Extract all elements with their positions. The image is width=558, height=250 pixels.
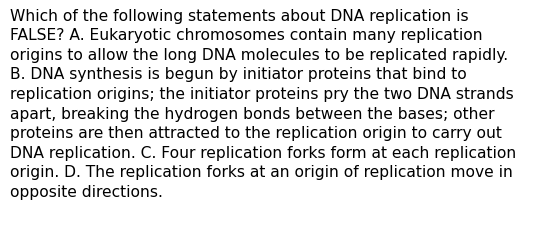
Text: Which of the following statements about DNA replication is
FALSE? A. Eukaryotic : Which of the following statements about …: [10, 9, 516, 199]
